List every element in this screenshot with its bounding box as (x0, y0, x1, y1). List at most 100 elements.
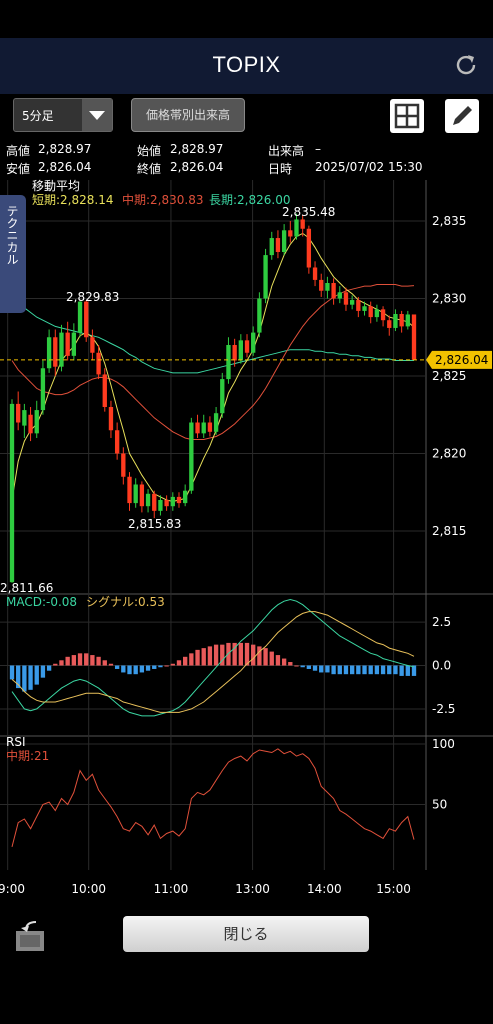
status-bar (0, 0, 493, 38)
macd-bar (152, 665, 157, 669)
candle-body (102, 374, 107, 407)
macd-bar (281, 658, 287, 666)
chevron-down-icon (82, 99, 112, 131)
technical-tab[interactable]: テクニカル (0, 195, 26, 313)
candle-body (84, 301, 89, 338)
axes: 2,835 2,830 2,825 2,820 2,815 2,826.04 2.5 0.0 -… (0, 214, 492, 896)
time-tick-label: 15:00 (376, 882, 411, 896)
candle-body (213, 413, 219, 432)
macd-tick-label: -2.5 (432, 702, 455, 716)
price-tick-label: 2,815 (432, 524, 466, 538)
pencil-icon (453, 106, 472, 125)
interval-label: 5分足 (22, 109, 54, 123)
ma-short-line (11, 232, 415, 503)
price-chart[interactable]: 2,835 2,830 2,825 2,820 2,815 2,826.04 2.5 0.0 -… (0, 179, 493, 896)
signal-line (11, 611, 415, 713)
datetime-value: 2025/07/02 15:30 (315, 160, 423, 174)
candles (9, 213, 417, 583)
macd-bar (362, 665, 367, 675)
macd-bar (9, 665, 15, 680)
candle-body (393, 314, 398, 328)
candle-body (96, 352, 101, 375)
macd-bar (16, 665, 21, 689)
draw-button[interactable] (445, 99, 479, 133)
candle-body (77, 301, 83, 333)
macd-bar (139, 665, 145, 673)
candle-body (387, 320, 392, 328)
candle-body (65, 332, 70, 356)
close-button[interactable]: 閉じる (123, 916, 369, 952)
last-price-tag (426, 350, 492, 369)
candle-body (9, 403, 15, 583)
candle-body (263, 255, 268, 299)
macd-bar (251, 644, 256, 666)
macd-bar (53, 663, 58, 666)
macd-bar (84, 653, 89, 666)
macd-panel (9, 598, 417, 717)
mid-high-annotation: 2,829.83 (66, 290, 119, 304)
rsi-tick-label: 50 (432, 798, 447, 812)
layout-button[interactable] (390, 99, 424, 133)
macd-bar (201, 648, 206, 666)
volume-profile-button[interactable]: 価格帯別出来高 (131, 98, 245, 132)
macd-bar (387, 665, 392, 675)
low-value: 2,826.04 (38, 160, 92, 174)
ma-short-label: 短期:2,828.14 (32, 193, 113, 207)
macd-bar (114, 665, 120, 669)
candle-body (22, 410, 27, 426)
macd-bar (127, 665, 132, 675)
high-label: 高値 (6, 144, 31, 158)
refresh-icon[interactable] (453, 52, 479, 78)
candle-body (189, 422, 194, 491)
macd-bar (189, 653, 194, 666)
high-value: 2,828.97 (38, 142, 92, 156)
macd-bar (28, 665, 33, 690)
macd-bar (374, 665, 380, 675)
low-label: 安値 (6, 162, 31, 176)
candle-body (380, 309, 386, 321)
macd-bar (275, 655, 281, 666)
macd-bar (22, 665, 27, 692)
grid-icon (394, 103, 420, 129)
open-value: 2,828.97 (170, 142, 224, 156)
macd-bar (263, 648, 268, 666)
macd-bar (380, 665, 386, 675)
close-label: 終値 (137, 162, 162, 176)
rotate-button[interactable] (10, 917, 48, 953)
macd-bar (306, 665, 312, 669)
macd-bar (145, 665, 151, 671)
toolbar: 5分足 価格帯別出来高 (0, 94, 493, 140)
candle-body (331, 283, 336, 299)
macd-bar (77, 653, 83, 666)
datetime-label: 日時 (268, 162, 293, 176)
macd-bar (226, 642, 231, 666)
macd-bar (337, 665, 342, 675)
last-price-label: 2,826.04 (435, 353, 488, 367)
candle-body (53, 337, 58, 367)
candle-body (59, 332, 64, 367)
footer: 閉じる (0, 905, 493, 965)
macd-bar (46, 665, 52, 671)
candle-body (343, 292, 349, 305)
candle-body (251, 332, 256, 353)
candle-body (288, 230, 293, 237)
candle-body (300, 219, 305, 229)
interval-select[interactable]: 5分足 (13, 98, 113, 132)
candle-body (34, 410, 39, 434)
time-tick-label: 11:00 (154, 882, 189, 896)
candle-body (170, 496, 175, 507)
macd-bar (102, 660, 107, 666)
volume-label: 出来高 (268, 144, 305, 158)
macd-bar (164, 665, 169, 667)
macd-bar (108, 663, 114, 666)
macd-bar (319, 665, 324, 673)
macd-bar (213, 644, 219, 666)
macd-bar (207, 646, 213, 666)
macd-bar (133, 665, 138, 675)
candle-body (16, 403, 21, 423)
macd-bar (121, 665, 126, 673)
candle-body (164, 500, 169, 507)
candle-body (152, 493, 157, 511)
page-title: TOPIX (212, 52, 281, 77)
candle-body (183, 490, 188, 504)
